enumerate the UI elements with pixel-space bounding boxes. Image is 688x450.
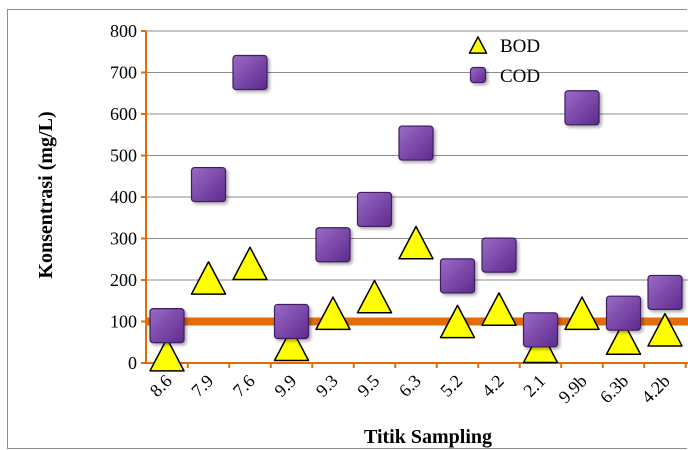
bod-point [149, 337, 185, 372]
cod-point [232, 54, 268, 91]
x-tick-label: 6.3b [596, 371, 632, 407]
data-marks [149, 54, 683, 372]
bod-point [398, 225, 434, 260]
y-tick-label: 300 [110, 229, 137, 249]
legend: BOD COD [468, 36, 540, 87]
cod-point [190, 166, 227, 203]
bod-point [564, 296, 600, 331]
legend-cod-label: COD [500, 66, 540, 87]
y-tick-label: 400 [110, 187, 137, 207]
y-axis-ticks: 0 100 200 300 400 500 600 700 800 [110, 21, 146, 373]
cod-point [605, 295, 642, 331]
legend-bod-marker [468, 36, 488, 54]
bod-point [439, 304, 476, 339]
y-tick-label: 200 [110, 270, 137, 290]
y-tick-label: 100 [110, 312, 137, 332]
bod-point [315, 296, 351, 331]
bod-point [273, 327, 310, 362]
x-tick-label: 8.6 [146, 371, 176, 401]
bod-point [481, 292, 517, 326]
chart-frame [7, 9, 687, 449]
cod-point [481, 237, 517, 273]
y-tick-label: 500 [110, 146, 137, 166]
y-tick-label: 600 [110, 104, 137, 124]
gridlines [146, 30, 688, 322]
cod-point [356, 191, 393, 228]
x-tick-label: 9.9b [554, 371, 590, 407]
bod-point [605, 321, 642, 355]
x-tick-label: 2.1 [519, 371, 549, 401]
y-tick-label: 700 [110, 63, 137, 83]
axes [145, 31, 688, 364]
cod-point [439, 258, 476, 294]
bod-point [190, 261, 227, 295]
x-tick-label: 7.9 [187, 371, 217, 401]
bod-point [232, 246, 268, 281]
legend-bod-label: BOD [500, 36, 540, 57]
cod-point [273, 303, 310, 340]
y-tick-label: 800 [110, 21, 137, 41]
x-tick-label: 5.2 [436, 371, 466, 401]
cod-point [315, 227, 351, 263]
x-axis-ticks: 8.6 7.9 7.6 9.9 9.3 9.5 6.3 5.2 4.2 2.1 9.9b 6.3b 4.… [146, 363, 687, 407]
x-tick-label: 9.9 [270, 371, 300, 401]
y-axis-title: Konsentrasi (mg/L) [35, 111, 57, 278]
x-tick-label: 7.6 [229, 371, 259, 401]
cod-point [522, 312, 559, 348]
bod-point [356, 279, 393, 314]
x-tick-label: 6.3 [395, 371, 425, 401]
cod-point [647, 274, 683, 311]
y-tick-label: 0 [128, 353, 137, 373]
x-tick-label: 4.2b [637, 371, 673, 407]
x-tick-label: 4.2 [478, 371, 508, 401]
legend-cod-marker [469, 66, 487, 84]
cod-point [149, 308, 185, 344]
bod-point [647, 312, 683, 347]
x-axis-title: Titik Sampling [364, 426, 492, 448]
x-tick-label: 9.3 [312, 371, 342, 401]
x-tick-label: 9.5 [353, 371, 383, 401]
cod-point [398, 125, 434, 161]
cod-point [564, 90, 600, 126]
